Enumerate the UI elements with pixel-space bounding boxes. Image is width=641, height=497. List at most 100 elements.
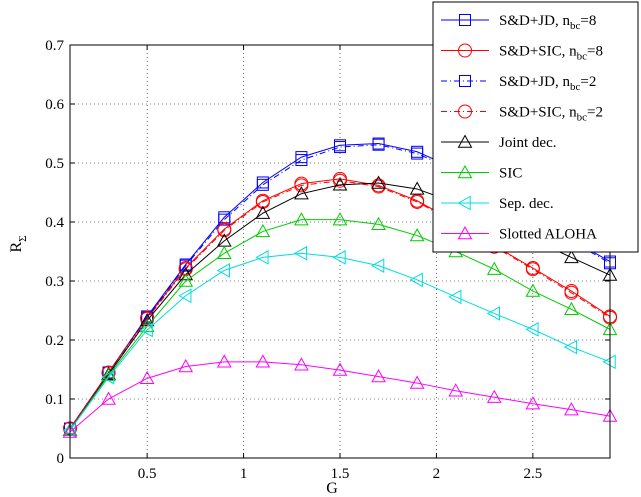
data-point bbox=[525, 283, 541, 297]
data-point bbox=[178, 266, 194, 281]
data-point bbox=[255, 354, 271, 368]
data-point bbox=[371, 258, 385, 274]
y-tick-label: 0.2 bbox=[45, 333, 64, 349]
series-6 bbox=[62, 245, 616, 438]
data-point bbox=[295, 154, 308, 167]
legend-item: SIC bbox=[441, 164, 522, 182]
legend-label-tail: =8 bbox=[587, 44, 603, 60]
data-point bbox=[255, 194, 270, 209]
data-point bbox=[101, 369, 115, 385]
legend-label-main: S&D+JD, n bbox=[499, 13, 570, 29]
data-point bbox=[371, 179, 386, 194]
legend-label-main: S&D+SIC, n bbox=[499, 44, 577, 60]
legend-label: S&D+JD, nbc=2 bbox=[499, 74, 596, 93]
legend-label: Sep. dec. bbox=[499, 196, 554, 212]
legend-label-main: Sep. dec. bbox=[499, 196, 554, 212]
legend-label-tail: =8 bbox=[580, 13, 596, 29]
legend-marker bbox=[458, 43, 472, 58]
data-point bbox=[294, 186, 309, 200]
x-tick-label: 1.5 bbox=[331, 466, 350, 482]
data-point bbox=[564, 402, 579, 416]
legend-label: Slotted ALOHA bbox=[499, 227, 597, 243]
data-point bbox=[411, 147, 424, 160]
legend-marker bbox=[457, 225, 473, 240]
data-point bbox=[101, 391, 116, 405]
data-point bbox=[255, 205, 271, 219]
legend-label-tail: =2 bbox=[587, 105, 603, 121]
data-point bbox=[334, 141, 346, 154]
x-tick-label: 1 bbox=[240, 466, 248, 482]
data-point bbox=[332, 250, 346, 265]
legend-box bbox=[432, 1, 639, 253]
data-point bbox=[332, 212, 348, 226]
data-point bbox=[564, 301, 579, 316]
data-point bbox=[178, 288, 192, 304]
legend-label-main: S&D+JD, n bbox=[499, 74, 570, 90]
legend-marker bbox=[457, 195, 471, 211]
data-point bbox=[216, 263, 230, 278]
y-tick-label: 0.4 bbox=[45, 215, 64, 231]
legend: S&D+JD, nbc=8S&D+SIC, nbc=8S&D+JD, nbc=2… bbox=[432, 1, 639, 253]
data-point bbox=[525, 322, 539, 337]
y-tick-label: 0.3 bbox=[45, 274, 64, 290]
data-point bbox=[216, 245, 232, 259]
legend-marker bbox=[457, 164, 473, 179]
data-point bbox=[139, 318, 155, 333]
legend-marker bbox=[458, 104, 472, 119]
data-point bbox=[564, 249, 579, 264]
data-point bbox=[448, 383, 464, 397]
legend-item: Sep. dec. bbox=[441, 195, 554, 212]
data-point bbox=[217, 223, 232, 238]
data-point bbox=[332, 177, 348, 191]
legend-label: S&D+JD, nbc=8 bbox=[499, 13, 596, 32]
legend-label-tail: =2 bbox=[580, 74, 596, 90]
legend-item: Joint dec. bbox=[441, 134, 557, 151]
data-point bbox=[409, 228, 425, 242]
data-point bbox=[333, 173, 347, 188]
y-tick-label: 0.1 bbox=[45, 392, 64, 408]
data-point bbox=[409, 375, 425, 389]
series-5 bbox=[62, 212, 618, 436]
data-point bbox=[525, 396, 541, 410]
data-point bbox=[486, 261, 502, 275]
data-point bbox=[409, 272, 423, 288]
y-axis-label-main: R bbox=[8, 242, 25, 253]
y-tick-label: 0 bbox=[57, 451, 65, 467]
x-axis-label: G bbox=[326, 480, 338, 497]
data-point bbox=[216, 354, 232, 368]
tick-labels: 0.5 1 1.5 2 2.5 0 0.1 0.2 0.3 0.4 0.5 0.6 0.7 bbox=[45, 38, 542, 482]
legend-label-main: Slotted ALOHA bbox=[499, 227, 597, 243]
x-tick-label: 2 bbox=[433, 466, 441, 482]
legend-item: S&D+SIC, nbc=2 bbox=[441, 104, 603, 124]
y-tick-label: 0.6 bbox=[45, 97, 64, 113]
data-point bbox=[371, 175, 386, 189]
series-line bbox=[69, 252, 611, 431]
legend-label-subscript: bc bbox=[570, 81, 581, 93]
legend-label-main: S&D+SIC, n bbox=[499, 105, 577, 121]
legend-label-subscript: bc bbox=[577, 51, 588, 63]
legend-label: S&D+SIC, nbc=2 bbox=[499, 105, 603, 124]
data-point bbox=[255, 223, 271, 238]
data-point bbox=[255, 250, 269, 265]
data-point bbox=[410, 194, 425, 209]
series-line bbox=[69, 144, 611, 429]
data-point bbox=[486, 306, 500, 321]
legend-item: S&D+SIC, nbc=8 bbox=[441, 43, 603, 63]
data-point bbox=[448, 289, 462, 305]
data-point bbox=[139, 370, 155, 385]
data-point bbox=[256, 178, 269, 191]
data-point bbox=[563, 339, 578, 355]
data-point bbox=[294, 357, 309, 371]
x-tick-label: 2.5 bbox=[523, 466, 542, 482]
data-point bbox=[139, 322, 153, 338]
y-axis-label: RΣ bbox=[8, 235, 29, 252]
legend-marker bbox=[459, 14, 471, 26]
y-tick-label: 0.5 bbox=[45, 156, 64, 172]
legend-label-subscript: bc bbox=[570, 20, 581, 32]
data-point bbox=[371, 216, 386, 231]
series-line bbox=[69, 219, 611, 431]
legend-label-subscript: bc bbox=[577, 112, 588, 124]
data-point bbox=[178, 359, 194, 373]
data-point bbox=[409, 181, 425, 195]
